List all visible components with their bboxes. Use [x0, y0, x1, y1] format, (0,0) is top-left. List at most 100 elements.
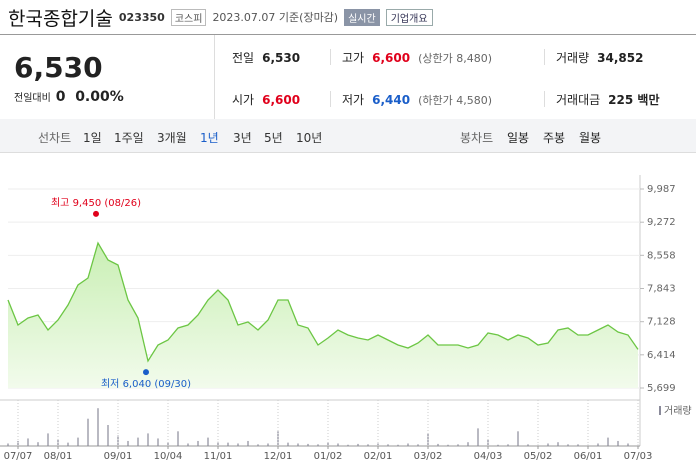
volume-bar [397, 444, 399, 446]
volume-bar [7, 443, 9, 446]
tab[interactable]: 1주일 [114, 131, 144, 145]
tab[interactable]: 주봉 [543, 131, 566, 145]
volume-bar [147, 433, 149, 446]
volume-bar [77, 437, 79, 446]
tab[interactable]: 일봉 [507, 131, 530, 145]
volume-bar [327, 442, 329, 446]
cell-label: 거래량 [556, 51, 590, 65]
y-tick-label: 9,272 [647, 217, 676, 228]
volume-bar [127, 440, 129, 446]
y-tick-label: 7,128 [647, 317, 676, 328]
tab[interactable]: 1년 [200, 131, 219, 145]
volume-bar [167, 442, 169, 446]
area [8, 243, 638, 388]
divider [544, 49, 545, 65]
summary-cell: 거래량 34,852 [556, 49, 643, 66]
volume-bar [337, 443, 339, 446]
tab[interactable]: 3년 [233, 131, 252, 145]
volume-bar [567, 444, 569, 446]
volume-bar [387, 444, 389, 446]
volume-bar [237, 443, 239, 446]
x-tick-label: 04/03 [474, 451, 503, 462]
volume-bar [257, 444, 259, 446]
volume-bar [87, 418, 89, 446]
change: 전일대비 0 0.00% [14, 89, 124, 105]
tab[interactable]: 1일 [83, 131, 102, 145]
volume-bar [317, 444, 319, 446]
cell-value: 6,440 [372, 92, 411, 107]
x-tick-label: 08/01 [44, 451, 73, 462]
y-tick-label: 9,987 [647, 184, 676, 195]
x-tick-label: 09/01 [104, 451, 133, 462]
x-tick-label: 12/01 [264, 451, 293, 462]
volume-bar [417, 444, 419, 446]
volume-bar [457, 444, 459, 446]
volume-bar [607, 437, 609, 446]
badge: 실시간 [344, 8, 380, 26]
volume-bar [407, 443, 409, 446]
volume-bar [357, 443, 359, 446]
volume-bar [547, 443, 549, 446]
legend: 거래량 [664, 405, 692, 417]
volume-bar [17, 440, 19, 446]
cell-value: 6,530 [262, 50, 301, 65]
tab[interactable]: 3개월 [157, 131, 187, 145]
volume-bar [37, 442, 39, 446]
divider [330, 91, 331, 107]
x-tick-label: 06/01 [574, 451, 603, 462]
company-button[interactable]: 기업개요 [385, 8, 433, 26]
cell-value: 34,852 [597, 50, 644, 65]
volume-bar [507, 444, 509, 446]
x-tick-label: 02/01 [364, 451, 393, 462]
summary-cell: 고가 6,600 (상한가 8,480) [342, 49, 492, 66]
extreme-dot [143, 369, 149, 376]
volume-bar [377, 443, 379, 446]
volume-bar [197, 440, 199, 446]
volume-bar [527, 444, 529, 446]
tab[interactable]: 5년 [264, 131, 283, 145]
quote: 6,530 전일대비 0 0.00% [8, 35, 215, 119]
change-value: 0 [55, 89, 66, 105]
volume-bar [27, 438, 29, 446]
volume-bar [437, 443, 439, 446]
volume-bar [497, 444, 499, 446]
stock-code: 023350 [118, 10, 165, 24]
cell-label: 고가 [342, 51, 365, 65]
volume-bar [517, 431, 519, 446]
x-tick-label: 01/02 [314, 451, 343, 462]
x-tick-label: 10/04 [154, 451, 183, 462]
volume-bar [227, 442, 229, 446]
y-tick-label: 7,843 [647, 284, 676, 295]
x-tick-label: 05/02 [524, 451, 553, 462]
cell-label: 전일 [232, 51, 255, 65]
tab[interactable]: 10년 [296, 131, 323, 145]
summary-cell: 저가 6,440 (하한가 4,580) [342, 91, 492, 108]
change-label: 전일대비 [14, 93, 51, 104]
cell-label: 시가 [232, 93, 255, 107]
volume-bar [97, 408, 99, 446]
volume-bar [47, 433, 49, 446]
x-tick-label: 03/02 [414, 451, 443, 462]
divider [330, 49, 331, 65]
volume-bar [277, 431, 279, 446]
change-pct: 0.00% [75, 89, 124, 105]
volume-bar [347, 444, 349, 446]
volume-bar [477, 428, 479, 446]
volume-bar [597, 443, 599, 446]
y-tick-label: 8,558 [647, 250, 676, 261]
volume-bar [247, 440, 249, 446]
volume-bar [577, 444, 579, 446]
price-line [7, 241, 639, 363]
summary-cell: 거래대금 225 백만 [556, 91, 659, 108]
period-tabs: 선차트 1일 1주일 3개월 1년 3년 5년 10년 봉차트 일봉 주봉 월봉 [0, 119, 696, 153]
stock-name: 한국종합기술 [8, 7, 113, 30]
volume-bar [177, 431, 179, 446]
cell-value: 6,600 [372, 50, 411, 65]
volume-bar [467, 442, 469, 446]
volume-bar [617, 440, 619, 446]
tab[interactable]: 월봉 [579, 131, 602, 145]
volume-bar [367, 444, 369, 446]
volume-bar [217, 441, 219, 446]
cell-label: 거래대금 [556, 93, 601, 107]
